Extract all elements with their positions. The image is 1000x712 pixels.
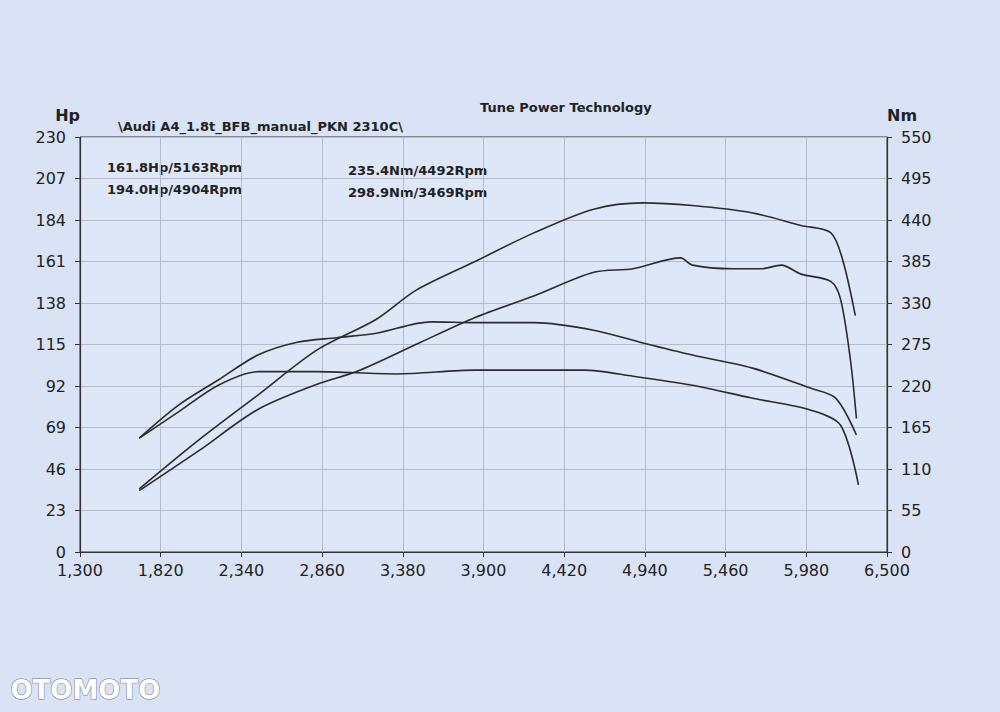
svg-text:330: 330	[901, 294, 932, 313]
svg-text:385: 385	[901, 252, 932, 271]
svg-text:\Audi A4_1.8t_BFB_manual_PKN 2: \Audi A4_1.8t_BFB_manual_PKN 2310C\	[118, 119, 403, 135]
svg-text:Tune Power Technology: Tune Power Technology	[480, 100, 652, 115]
svg-text:Nm: Nm	[887, 106, 917, 125]
svg-text:165: 165	[901, 418, 932, 437]
svg-text:138: 138	[35, 294, 66, 313]
svg-text:0: 0	[56, 543, 66, 562]
svg-text:23: 23	[46, 501, 66, 520]
svg-text:220: 220	[901, 377, 932, 396]
svg-text:6,500: 6,500	[864, 561, 910, 580]
svg-text:161.8Hp/5163Rpm: 161.8Hp/5163Rpm	[107, 160, 242, 175]
svg-text:1,820: 1,820	[138, 561, 184, 580]
svg-text:5,460: 5,460	[703, 561, 749, 580]
svg-text:2,340: 2,340	[218, 561, 264, 580]
svg-text:235.4Nm/4492Rpm: 235.4Nm/4492Rpm	[348, 163, 487, 178]
svg-text:1,300: 1,300	[57, 561, 103, 580]
svg-text:55: 55	[901, 501, 921, 520]
svg-text:0: 0	[901, 543, 911, 562]
svg-text:3,900: 3,900	[461, 561, 507, 580]
svg-text:2,860: 2,860	[299, 561, 345, 580]
svg-text:194.0Hp/4904Rpm: 194.0Hp/4904Rpm	[107, 182, 242, 197]
svg-text:184: 184	[35, 211, 66, 230]
svg-text:OTOMOTO: OTOMOTO	[11, 675, 161, 705]
svg-text:298.9Nm/3469Rpm: 298.9Nm/3469Rpm	[348, 185, 487, 200]
svg-text:Hp: Hp	[55, 106, 80, 125]
svg-text:115: 115	[35, 335, 66, 354]
svg-text:207: 207	[35, 169, 66, 188]
svg-text:440: 440	[901, 211, 932, 230]
svg-text:275: 275	[901, 335, 932, 354]
svg-text:92: 92	[46, 377, 66, 396]
svg-text:4,420: 4,420	[541, 561, 587, 580]
svg-text:5,980: 5,980	[783, 561, 829, 580]
svg-text:69: 69	[46, 418, 66, 437]
svg-text:495: 495	[901, 169, 932, 188]
svg-text:550: 550	[901, 128, 932, 147]
svg-text:4,940: 4,940	[622, 561, 668, 580]
svg-text:230: 230	[35, 128, 66, 147]
svg-text:161: 161	[35, 252, 66, 271]
svg-text:46: 46	[46, 460, 66, 479]
svg-text:3,380: 3,380	[380, 561, 426, 580]
svg-text:110: 110	[901, 460, 932, 479]
